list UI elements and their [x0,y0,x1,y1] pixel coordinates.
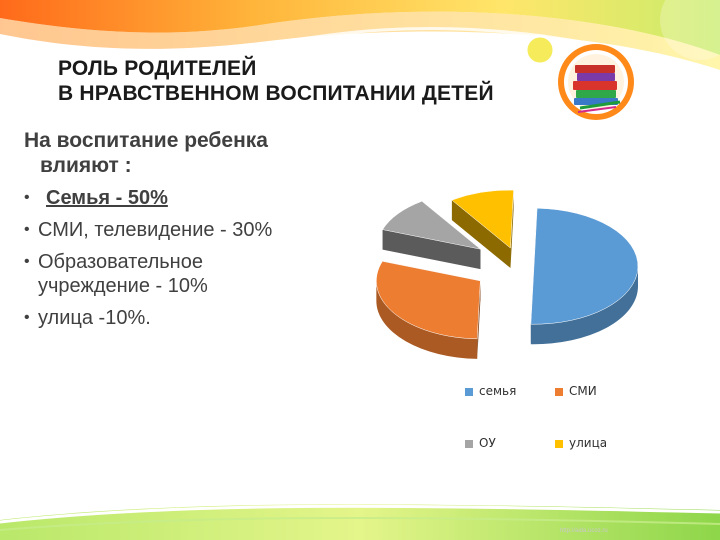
chart-legend: семья СМИ ОУ улица [465,382,665,486]
pie-slice-street [451,190,514,269]
footer-decoration [0,504,720,540]
legend-label: ОУ [479,436,496,450]
list-item-text: СМИ, телевидение - 30% [38,219,273,241]
list-item-text: Образовательное [38,251,203,273]
content-text: На воспитание ребенка влияют : Семья - 5… [24,128,354,338]
slice-side [376,280,478,359]
slice-top [376,261,481,340]
slice-side [530,266,638,345]
legend-swatch [555,387,563,396]
list-item-text: Семья - 50% [46,187,168,209]
legend-swatch [465,439,473,448]
legend-row: семья СМИ [465,382,665,434]
slice-top [530,208,639,325]
intro-line-1: На воспитание ребенка [24,129,268,152]
list-item-family: Семья - 50% [24,186,354,210]
slice-top [451,190,514,249]
books-logo-icon [558,44,634,120]
slice-wall [451,200,511,269]
legend-label: улица [569,436,608,450]
legend-swatch [555,439,563,448]
legend-label: СМИ [569,384,597,398]
legend-label: семья [479,384,517,398]
footer-url: http://aida.ucoz.ru [560,528,608,534]
influence-list: Семья - 50% СМИ, телевидение - 30% Образ… [24,186,354,330]
pie-slice-school [382,200,481,270]
legend-item-media: СМИ [555,384,597,398]
slice-wall [382,229,481,270]
pie-chart [376,190,639,359]
list-item-school: Образовательное учреждение - 10% [24,250,354,298]
pie-slice-media [376,261,481,359]
legend-row: ОУ улица [465,434,665,486]
list-item-street: улица -10%. [24,306,354,330]
title-line-1: РОЛЬ РОДИТЕЛЕЙ [58,57,257,80]
pie-slice-family [530,208,639,345]
slice-wall [510,190,514,269]
intro-text: На воспитание ребенка влияют : [24,128,354,178]
legend-item-street: улица [555,436,607,450]
legend-item-family: семья [465,384,516,398]
list-item-text-cont: учреждение - 10% [38,275,208,297]
intro-line-2: влияют : [40,154,132,177]
list-item-media: СМИ, телевидение - 30% [24,218,354,242]
slice-top [382,200,481,250]
slide-title: РОЛЬ РОДИТЕЛЕЙ В НРАВСТВЕННОМ ВОСПИТАНИИ… [58,56,494,106]
title-line-2: В НРАВСТВЕННОМ ВОСПИТАНИИ ДЕТЕЙ [58,82,494,105]
legend-item-school: ОУ [465,436,496,450]
list-item-text: улица -10%. [38,307,151,329]
legend-swatch [465,387,473,396]
